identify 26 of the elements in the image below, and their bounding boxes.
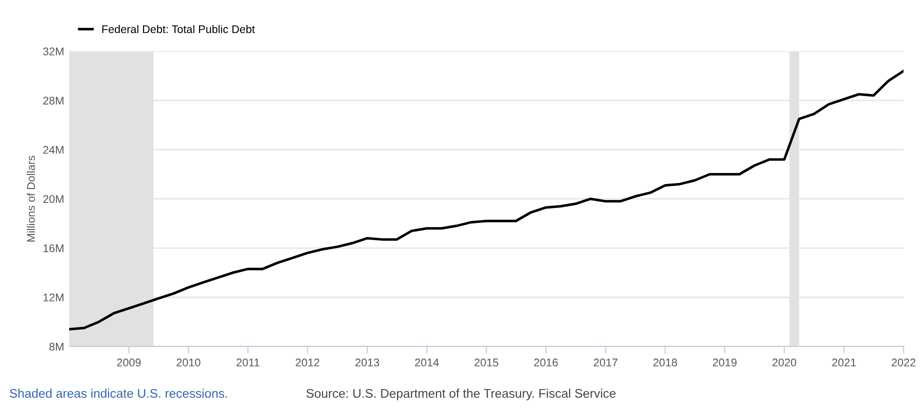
x-tick-label: 2019 <box>712 358 737 366</box>
x-tick-label: 2012 <box>296 358 320 366</box>
y-axis-title: Millions of Dollars <box>26 156 35 242</box>
x-tick-label: 2022 <box>892 358 916 366</box>
y-tick-label: 20M <box>43 195 64 203</box>
source-note: Source: U.S. Department of the Treasury. Fiscal Service <box>306 388 616 400</box>
y-tick-label: 16M <box>44 244 64 252</box>
x-tick-label: 2015 <box>474 358 498 366</box>
text: Shaded areas indicate U.S. recessions. <box>10 388 227 398</box>
x-tick-label: 2009 <box>117 358 141 366</box>
x-tick-label: 2021 <box>832 358 856 366</box>
x-tick-label: 2017 <box>594 358 618 366</box>
x-tick-label: 2011 <box>236 358 260 366</box>
x-tick-label: 2013 <box>355 358 380 366</box>
x-tick-label: 2020 <box>772 358 796 366</box>
x-tick-label: 2014 <box>415 358 439 366</box>
y-tick-label: 28M <box>43 96 64 105</box>
legend-label: Federal Debt: Total Public Debt <box>102 24 255 34</box>
line-series <box>69 70 904 330</box>
y-tick-label: 8M <box>49 342 64 351</box>
x-tick-label: 2016 <box>534 358 558 366</box>
y-tick-label: 24M <box>43 146 64 154</box>
x-tick-label: 2018 <box>653 358 678 366</box>
y-tick-label: 32M <box>43 48 64 56</box>
x-tick-label: 2010 <box>176 358 200 366</box>
y-tick-label: 12M <box>44 294 64 302</box>
